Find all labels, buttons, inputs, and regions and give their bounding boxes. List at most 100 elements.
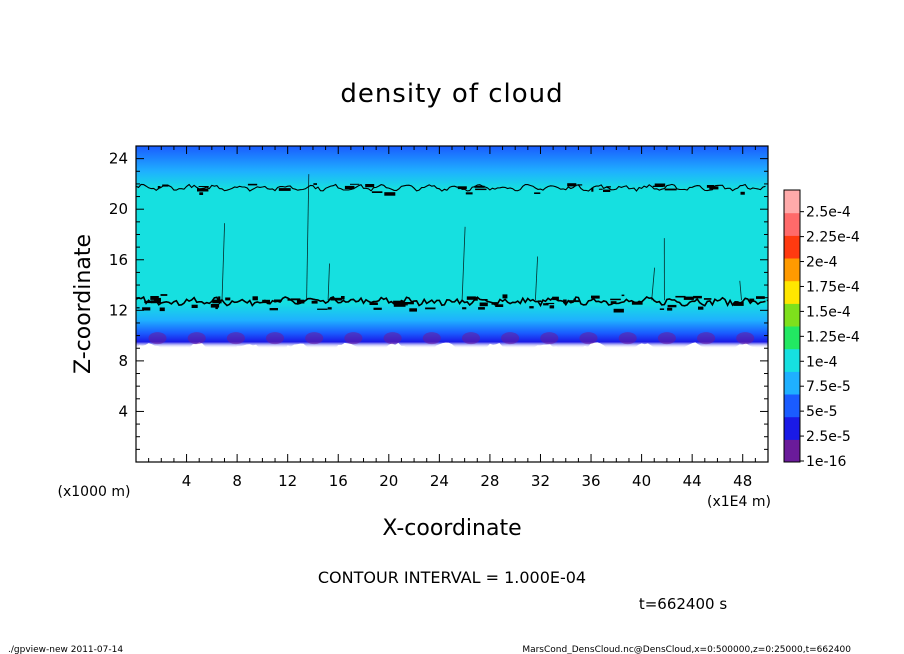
y-tick-label: 24 <box>109 150 128 168</box>
contour-speck <box>537 300 542 302</box>
footer-left: ./gpview-new 2011-07-14 <box>8 645 123 654</box>
contour-speck <box>613 308 624 313</box>
contour-speck <box>475 188 487 191</box>
contour-speck <box>606 186 611 188</box>
cloud-base-bump <box>501 332 520 345</box>
contour-speck <box>552 296 559 301</box>
contour-speck <box>341 296 345 300</box>
contour-lines <box>136 174 768 313</box>
y-tick-label: 20 <box>109 200 128 218</box>
y-unit-label: (x1000 m) <box>58 484 131 500</box>
contour-speck <box>313 183 317 185</box>
colorbar-bin <box>784 439 800 463</box>
contour-speck <box>543 303 549 306</box>
y-tick-label: 12 <box>109 301 128 319</box>
x-tick-label: 12 <box>278 472 297 490</box>
cloud-base-bump <box>226 332 245 345</box>
contour-speck <box>225 297 231 301</box>
contour-speck <box>157 186 161 189</box>
contour-speck <box>652 185 664 187</box>
colorbar-bin <box>784 371 800 395</box>
contour-speck <box>384 192 396 196</box>
contour-speck <box>197 188 209 192</box>
contour-speck <box>529 306 534 309</box>
contour-speck <box>706 185 714 188</box>
cloud-base-bump <box>697 332 716 345</box>
contour-speck <box>693 295 702 299</box>
contour-speck <box>675 295 686 298</box>
contour-speck <box>344 185 355 190</box>
contour-speck <box>462 307 467 310</box>
cloud-base-bump <box>148 332 167 345</box>
contour-speck <box>311 300 318 304</box>
cloud-base-bump <box>540 332 559 345</box>
footer-right: MarsCond_DensCloud.nc@DensCloud,x=0:5000… <box>522 645 851 654</box>
contour-speck <box>478 307 485 310</box>
cloud-base-bump <box>383 332 402 345</box>
contour-speck <box>698 306 704 310</box>
colorbar-bin <box>784 416 800 440</box>
contour-speck <box>191 304 198 308</box>
vertical-streak <box>739 280 742 301</box>
contour-speck <box>631 301 643 305</box>
x-tick-label: 20 <box>379 472 398 490</box>
contour-speck <box>150 296 159 300</box>
time-label: t=662400 s <box>639 595 727 613</box>
contour-speck <box>667 304 677 308</box>
colorbar-label: 1e-16 <box>806 454 846 470</box>
contour-speck <box>402 302 414 305</box>
contour-speck <box>247 183 258 186</box>
cloud-base-bump <box>344 332 363 345</box>
contour-speck <box>578 184 583 186</box>
vertical-streak <box>535 256 538 301</box>
cloud-base-bump <box>422 332 441 345</box>
colorbar-label: 2.5e-5 <box>806 429 851 445</box>
x-tick-label: 36 <box>581 472 600 490</box>
contour-speck <box>603 189 611 192</box>
vertical-streak <box>221 223 225 301</box>
colorbar-label: 1.5e-4 <box>806 304 851 320</box>
contour-speck <box>474 185 485 188</box>
colorbar-label: 1.25e-4 <box>806 329 860 345</box>
contour-speck <box>466 296 476 300</box>
contour-line <box>136 295 766 308</box>
contour-speck <box>756 296 765 299</box>
contour-speck <box>425 307 436 310</box>
vertical-streak <box>461 226 466 301</box>
contour-speck <box>144 300 155 304</box>
contour-speck <box>573 298 576 302</box>
contour-speck <box>709 186 719 190</box>
contour-speck <box>659 308 665 310</box>
contour-speck <box>479 302 488 307</box>
contour-speck <box>495 304 504 307</box>
colorbar-bin <box>784 394 800 418</box>
colorbar-label: 2.5e-4 <box>806 205 851 221</box>
x-tick-label: 4 <box>182 472 192 490</box>
colorbar-label: 5e-5 <box>806 404 837 420</box>
contour-speck <box>534 192 541 194</box>
contour-speck <box>162 184 169 187</box>
contour-speck <box>159 307 165 312</box>
colorbar-bin <box>784 326 800 350</box>
contour-speck <box>296 299 305 304</box>
x-tick-label: 28 <box>480 472 499 490</box>
cloud-base-bump <box>305 332 324 345</box>
contour-speck <box>457 186 467 190</box>
contour-speck <box>502 294 508 299</box>
contour-speck <box>610 298 621 301</box>
contour-speck <box>215 306 218 310</box>
vertical-streak <box>306 174 310 301</box>
contour-speck <box>278 188 291 191</box>
contour-speck <box>567 183 577 187</box>
contour-speck <box>667 307 673 311</box>
contour-speck <box>274 299 282 302</box>
contour-speck <box>160 294 168 296</box>
contour-speck <box>591 187 594 192</box>
y-axis-label: Z-coordinate <box>71 234 96 374</box>
x-axis: 4 8 12 16 20 24 28 32 36 40 44 48 <box>148 146 756 490</box>
contour-speck <box>199 192 204 195</box>
cloud-base-bump <box>462 332 480 345</box>
contour-speck <box>287 298 292 301</box>
cloud-base-bump <box>657 332 676 345</box>
